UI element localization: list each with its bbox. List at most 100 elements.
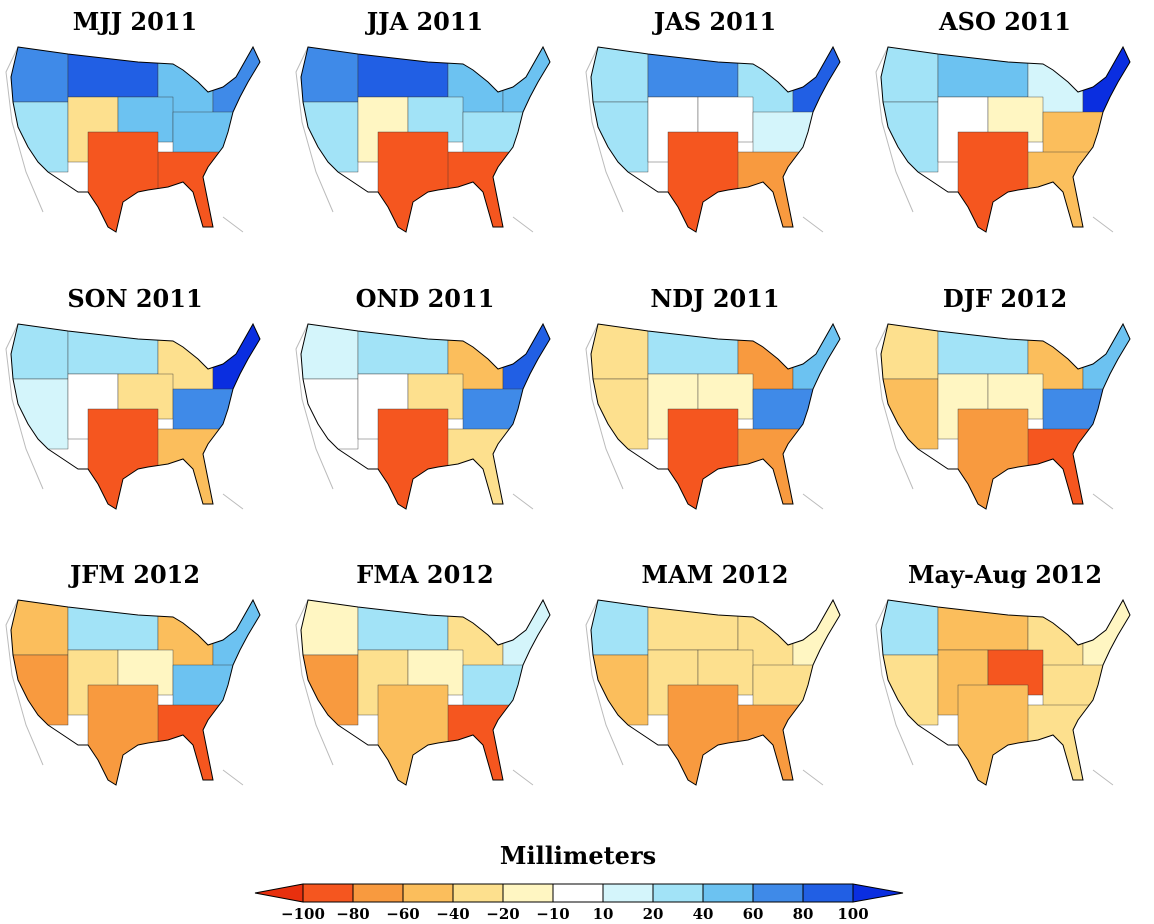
- map-region: [958, 132, 1028, 232]
- map-region: [378, 409, 448, 509]
- colorbar-tick-label: −10: [536, 905, 569, 923]
- colorbar-end-low: [255, 884, 303, 902]
- map-region: [958, 409, 1028, 509]
- panel-title: May-Aug 2012: [908, 560, 1102, 589]
- map: [586, 595, 848, 795]
- map-fill: [298, 595, 558, 795]
- map: [876, 595, 1138, 795]
- map-fill: [8, 595, 268, 795]
- colorbar-tick-label: 40: [693, 905, 714, 923]
- colorbar-title: Millimeters: [500, 841, 656, 870]
- figure: Millimeters MJJ 2011 JJA 2011 JAS 2011 ASO …: [0, 0, 1154, 924]
- colorbar-segment: [703, 884, 753, 902]
- map-region: [358, 42, 448, 97]
- colorbar-tick-label: −40: [436, 905, 469, 923]
- panel-title: OND 2011: [356, 284, 495, 313]
- panel-title: MJJ 2011: [73, 7, 197, 36]
- map: [586, 42, 848, 242]
- map-region: [173, 665, 238, 710]
- map-region: [358, 319, 448, 374]
- map: [296, 319, 558, 519]
- map-region: [213, 595, 263, 675]
- map-region: [463, 389, 528, 434]
- map-region: [378, 685, 448, 785]
- map-region: [648, 319, 738, 374]
- map-region: [378, 132, 448, 232]
- map-region: [463, 665, 528, 710]
- map: [6, 42, 268, 242]
- map-region: [503, 595, 553, 675]
- map: [586, 319, 848, 519]
- map-fill: [878, 595, 1138, 795]
- map-region: [668, 132, 738, 232]
- panel-title: FMA 2012: [356, 560, 493, 589]
- colorbar-segment: [603, 884, 653, 902]
- panel-title: JFM 2012: [68, 560, 200, 589]
- map-region: [938, 319, 1028, 374]
- panel-title: JAS 2011: [652, 7, 776, 36]
- colorbar-segment: [353, 884, 403, 902]
- colorbar-tick-label: 100: [837, 905, 868, 923]
- map-region: [958, 685, 1028, 785]
- panel-title: DJF 2012: [943, 284, 1067, 313]
- map-region: [213, 319, 263, 399]
- panel-title: JJA 2011: [365, 7, 483, 36]
- map-region: [1043, 665, 1108, 710]
- map-region: [68, 319, 158, 374]
- colorbar-segment: [553, 884, 603, 902]
- map-region: [463, 112, 528, 157]
- map-fill: [298, 42, 558, 242]
- map-region: [1083, 42, 1133, 122]
- colorbar-end-high: [853, 884, 903, 902]
- colorbar-tick-label: 10: [593, 905, 614, 923]
- panel-title: ASO 2011: [938, 7, 1071, 36]
- map-fill: [878, 319, 1138, 519]
- map-region: [88, 132, 158, 232]
- colorbar-segment: [453, 884, 503, 902]
- map-region: [648, 595, 738, 650]
- map-region: [793, 319, 843, 399]
- map: [296, 595, 558, 795]
- colorbar-segment: [653, 884, 703, 902]
- map-region: [503, 319, 553, 399]
- page: Millimeters MJJ 2011 JJA 2011 JAS 2011 ASO …: [0, 0, 1154, 924]
- map-fill: [878, 42, 1138, 242]
- colorbar-tick-label: −60: [386, 905, 419, 923]
- map-region: [1083, 319, 1133, 399]
- map-region: [503, 42, 553, 122]
- map-region: [173, 112, 238, 157]
- colorbar-segment: [403, 884, 453, 902]
- map-region: [1083, 595, 1133, 675]
- map-fill: [588, 42, 848, 242]
- map-region: [358, 595, 448, 650]
- map-region: [88, 685, 158, 785]
- colorbar-tick-label: 80: [793, 905, 814, 923]
- colorbar-tick-label: 20: [643, 905, 664, 923]
- map: [6, 319, 268, 519]
- map: [296, 42, 558, 242]
- colorbar-segment: [803, 884, 853, 902]
- map-fill: [298, 319, 558, 519]
- map-region: [753, 112, 818, 157]
- colorbar-segment: [503, 884, 553, 902]
- map-fill: [8, 42, 268, 242]
- map-region: [68, 595, 158, 650]
- map-fill: [8, 319, 268, 519]
- colorbar-segment: [303, 884, 353, 902]
- panel-title: SON 2011: [67, 284, 202, 313]
- colorbar-tick-label: −80: [336, 905, 369, 923]
- map-region: [668, 685, 738, 785]
- map-region: [793, 42, 843, 122]
- map-region: [88, 409, 158, 509]
- map-region: [938, 595, 1028, 650]
- panel-title: MAM 2012: [642, 560, 789, 589]
- map-region: [753, 665, 818, 710]
- map-region: [753, 389, 818, 434]
- map-region: [1043, 112, 1108, 157]
- map-region: [68, 42, 158, 97]
- map-fill: [588, 319, 848, 519]
- map-region: [648, 42, 738, 97]
- colorbar-segment: [753, 884, 803, 902]
- map-region: [213, 42, 263, 122]
- colorbar-tick-label: −100: [281, 905, 325, 923]
